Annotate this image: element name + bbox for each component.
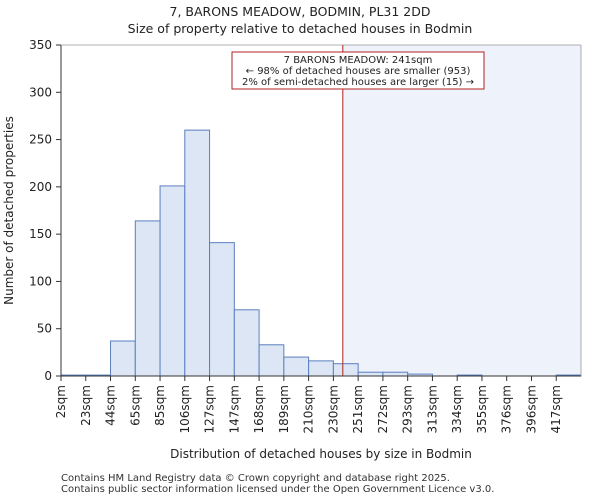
bar-44sqm: [110, 340, 136, 377]
x-tick-label: 127sqm: [203, 385, 217, 433]
x-tick-label: 355sqm: [475, 385, 489, 433]
y-tick-label: 0: [44, 369, 52, 383]
x-tick-label: 313sqm: [425, 385, 439, 433]
x-tick-label: 189sqm: [277, 385, 291, 433]
chart-subtitle: Size of property relative to detached ho…: [127, 21, 473, 36]
bar-230sqm: [332, 363, 359, 377]
annotation-larger: 2% of semi-detached houses are larger (1…: [242, 77, 474, 88]
bar-65sqm: [134, 220, 161, 377]
x-tick-label: 334sqm: [450, 385, 464, 433]
bar-85sqm: [159, 185, 186, 377]
x-tick-label: 44sqm: [104, 385, 118, 426]
y-tick-label: 250: [29, 133, 52, 147]
x-tick-label: 293sqm: [401, 385, 415, 433]
x-tick-label: 23sqm: [79, 385, 93, 426]
y-tick-label: 300: [29, 85, 52, 99]
x-tick-label: 106sqm: [178, 385, 192, 433]
y-tick-label: 200: [29, 180, 52, 194]
annotation-box: [231, 51, 485, 90]
bar-127sqm: [209, 242, 235, 377]
bar-251sqm: [357, 371, 384, 377]
y-tick-label: 100: [29, 274, 52, 288]
x-axis-label: Distribution of detached houses by size …: [170, 447, 472, 461]
footer-line-1: Contains HM Land Registry data © Crown c…: [61, 473, 450, 484]
x-tick-label: 230sqm: [326, 385, 340, 433]
x-tick-label: 272sqm: [376, 385, 390, 433]
larger-region-shade: [342, 45, 581, 376]
bar-106sqm: [184, 129, 211, 377]
y-tick-label: 350: [29, 38, 52, 52]
bar-147sqm: [233, 309, 260, 377]
bar-272sqm: [382, 371, 409, 377]
annotation-smaller: ← 98% of detached houses are smaller (95…: [246, 66, 471, 77]
bar-189sqm: [283, 356, 310, 377]
x-tick-label: 417sqm: [549, 385, 563, 433]
annotation-title: 7 BARONS MEADOW: 241sqm: [284, 55, 433, 66]
bar-210sqm: [308, 360, 334, 377]
x-tick-label: 85sqm: [153, 385, 167, 426]
x-tick-label: 65sqm: [128, 385, 142, 426]
footer-line-2: Contains public sector information licen…: [61, 484, 495, 495]
y-tick-label: 50: [37, 322, 52, 336]
x-tick-label: 168sqm: [252, 385, 266, 433]
y-axis-label: Number of detached properties: [2, 116, 16, 305]
chart-title: 7, BARONS MEADOW, BODMIN, PL31 2DD: [169, 4, 431, 19]
x-tick-label: 396sqm: [524, 385, 538, 433]
x-tick-label: 210sqm: [302, 385, 316, 433]
x-tick-label: 147sqm: [227, 385, 241, 433]
bar-168sqm: [258, 344, 285, 377]
x-tick-label: 2sqm: [54, 385, 68, 418]
x-tick-label: 251sqm: [351, 385, 365, 433]
x-tick-label: 376sqm: [500, 385, 514, 433]
y-tick-label: 150: [29, 227, 52, 241]
